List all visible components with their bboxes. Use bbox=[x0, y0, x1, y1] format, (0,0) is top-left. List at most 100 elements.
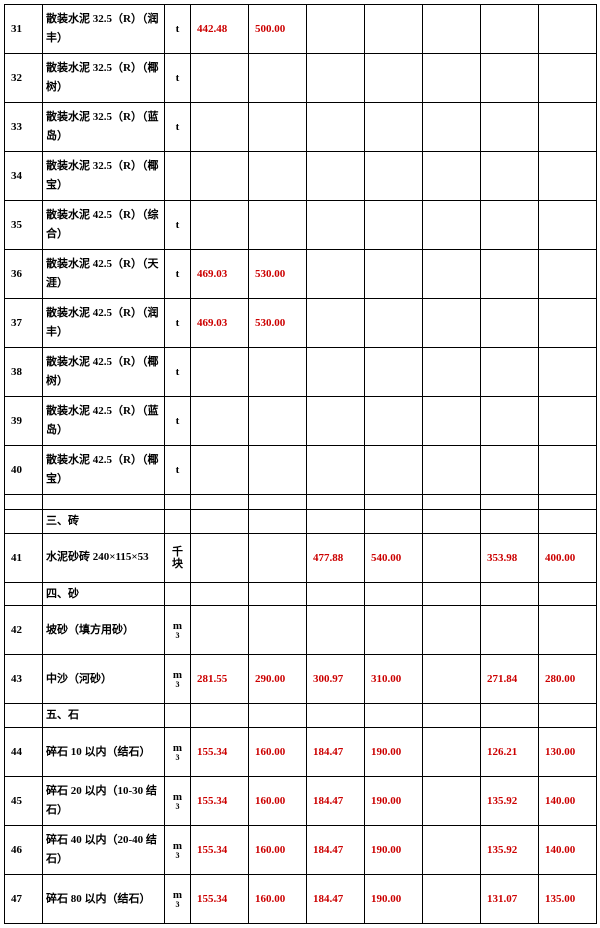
price-cell: 155.34 bbox=[191, 875, 249, 924]
price-cell: 190.00 bbox=[365, 875, 423, 924]
price-cell bbox=[249, 606, 307, 655]
price-cell: 184.47 bbox=[307, 826, 365, 875]
price-cell: 184.47 bbox=[307, 875, 365, 924]
price-cell bbox=[249, 533, 307, 582]
price-cell bbox=[307, 250, 365, 299]
price-cell bbox=[365, 250, 423, 299]
price-cell: 190.00 bbox=[365, 777, 423, 826]
price-cell: 469.03 bbox=[191, 299, 249, 348]
price-cell: 155.34 bbox=[191, 777, 249, 826]
price-cell bbox=[423, 54, 481, 103]
row-index: 47 bbox=[5, 875, 43, 924]
table-row: 31散装水泥 32.5（R）（润丰）t442.48500.00 bbox=[5, 5, 597, 54]
row-index: 37 bbox=[5, 299, 43, 348]
price-cell bbox=[539, 201, 597, 250]
price-cell: 353.98 bbox=[481, 533, 539, 582]
price-cell: 190.00 bbox=[365, 826, 423, 875]
material-name: 散装水泥 42.5（R）（蓝岛） bbox=[43, 397, 165, 446]
price-cell: 184.47 bbox=[307, 777, 365, 826]
price-cell bbox=[307, 54, 365, 103]
price-cell bbox=[365, 103, 423, 152]
price-cell bbox=[423, 201, 481, 250]
price-cell bbox=[423, 250, 481, 299]
unit-cell: m3 bbox=[165, 655, 191, 704]
price-cell bbox=[481, 446, 539, 495]
price-cell: 135.92 bbox=[481, 777, 539, 826]
price-cell: 140.00 bbox=[539, 826, 597, 875]
unit-cell: t bbox=[165, 54, 191, 103]
unit-cell: t bbox=[165, 250, 191, 299]
price-cell bbox=[307, 5, 365, 54]
price-cell bbox=[191, 348, 249, 397]
price-cell bbox=[423, 606, 481, 655]
row-index: 39 bbox=[5, 397, 43, 446]
price-cell: 190.00 bbox=[365, 728, 423, 777]
price-cell bbox=[307, 446, 365, 495]
price-cell: 126.21 bbox=[481, 728, 539, 777]
price-cell bbox=[365, 606, 423, 655]
table-row: 46碎石 40 以内（20-40 结石）m3155.34160.00184.47… bbox=[5, 826, 597, 875]
table-row: 41水泥砂砖 240×115×53千块477.88540.00353.98400… bbox=[5, 533, 597, 582]
table-row: 35散装水泥 42.5（R）（综合）t bbox=[5, 201, 597, 250]
unit-cell: t bbox=[165, 299, 191, 348]
price-cell: 135.92 bbox=[481, 826, 539, 875]
unit-cell: m3 bbox=[165, 826, 191, 875]
material-name: 散装水泥 42.5（R）（综合） bbox=[43, 201, 165, 250]
unit-cell: m3 bbox=[165, 728, 191, 777]
price-cell bbox=[191, 397, 249, 446]
material-name: 散装水泥 32.5（R）（椰宝） bbox=[43, 152, 165, 201]
table-row: 34散装水泥 32.5（R）（椰宝） bbox=[5, 152, 597, 201]
price-cell bbox=[481, 201, 539, 250]
price-cell: 135.00 bbox=[539, 875, 597, 924]
unit-cell: t bbox=[165, 201, 191, 250]
unit-cell: t bbox=[165, 397, 191, 446]
price-cell bbox=[481, 5, 539, 54]
row-index: 40 bbox=[5, 446, 43, 495]
price-cell bbox=[365, 201, 423, 250]
price-cell bbox=[423, 446, 481, 495]
material-name: 坡砂（填方用砂） bbox=[43, 606, 165, 655]
price-cell: 280.00 bbox=[539, 655, 597, 704]
unit-cell: t bbox=[165, 5, 191, 54]
price-cell bbox=[423, 348, 481, 397]
price-cell bbox=[365, 299, 423, 348]
price-cell: 530.00 bbox=[249, 299, 307, 348]
price-cell bbox=[423, 152, 481, 201]
price-cell bbox=[307, 152, 365, 201]
price-cell bbox=[539, 446, 597, 495]
section-label bbox=[43, 495, 165, 510]
row-index: 41 bbox=[5, 533, 43, 582]
price-cell bbox=[539, 606, 597, 655]
price-cell bbox=[191, 103, 249, 152]
price-cell bbox=[307, 348, 365, 397]
price-cell: 160.00 bbox=[249, 875, 307, 924]
price-cell bbox=[423, 826, 481, 875]
price-cell bbox=[365, 348, 423, 397]
price-cell: 130.00 bbox=[539, 728, 597, 777]
price-cell bbox=[191, 152, 249, 201]
price-cell bbox=[481, 348, 539, 397]
price-cell bbox=[481, 152, 539, 201]
price-cell bbox=[249, 446, 307, 495]
row-index: 34 bbox=[5, 152, 43, 201]
price-cell bbox=[365, 397, 423, 446]
table-row: 45碎石 20 以内（10-30 结石）m3155.34160.00184.47… bbox=[5, 777, 597, 826]
price-cell: 477.88 bbox=[307, 533, 365, 582]
price-cell: 540.00 bbox=[365, 533, 423, 582]
price-cell bbox=[307, 201, 365, 250]
price-cell bbox=[539, 397, 597, 446]
material-name: 散装水泥 32.5（R）（椰树） bbox=[43, 54, 165, 103]
price-cell: 290.00 bbox=[249, 655, 307, 704]
section-row bbox=[5, 495, 597, 510]
price-table: 31散装水泥 32.5（R）（润丰）t442.48500.0032散装水泥 32… bbox=[4, 4, 597, 924]
price-cell bbox=[539, 54, 597, 103]
material-name: 水泥砂砖 240×115×53 bbox=[43, 533, 165, 582]
material-name: 碎石 10 以内（结石） bbox=[43, 728, 165, 777]
price-cell bbox=[423, 777, 481, 826]
price-cell bbox=[365, 54, 423, 103]
row-index: 33 bbox=[5, 103, 43, 152]
price-cell bbox=[539, 5, 597, 54]
price-cell: 400.00 bbox=[539, 533, 597, 582]
price-cell bbox=[307, 299, 365, 348]
price-cell bbox=[481, 606, 539, 655]
